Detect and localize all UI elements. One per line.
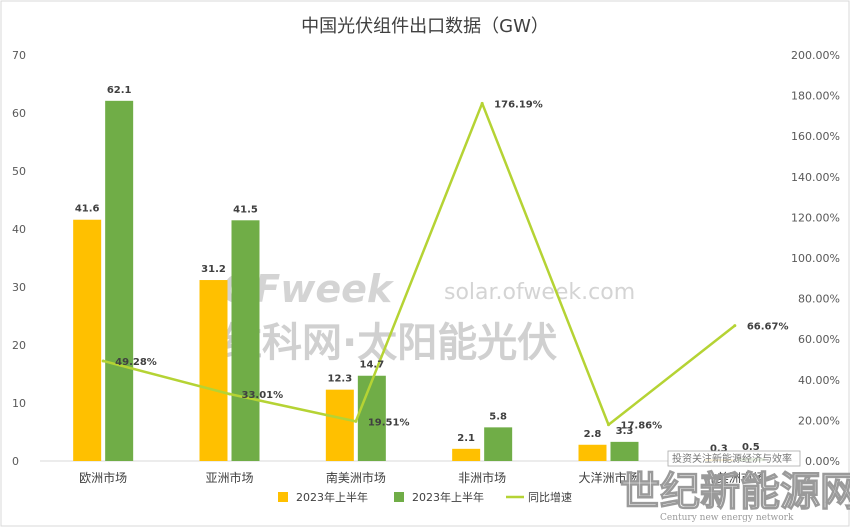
line-point [607,423,610,427]
bar-data-label: 0.3 [710,443,728,454]
y-left-tick-label: 60 [12,107,26,120]
line-point [480,101,484,105]
x-category-label: 非洲市场 [458,470,506,485]
bar-series-1 [452,448,481,461]
y-right-tick-label: 100.00% [791,252,840,265]
line-data-label: 17.86% [621,421,663,432]
line-data-label: 19.51% [368,417,410,428]
line-data-label: 33.01% [242,390,284,401]
bar-series-1 [73,219,102,461]
bar-data-label: 0.5 [742,442,760,453]
line-layer [101,101,737,427]
y-left-tick-label: 70 [12,49,26,62]
corner-note-box [667,450,801,467]
label-layer: 41.6 31.2 12.3 2.1 2.8 0.3 62.1 41.5 14.7 5.8 3.3 0… [75,85,789,454]
y-right-tick-label: 80.00% [798,293,840,306]
corner-note: 投资关注新能源经济与效率 [672,452,792,465]
x-category-label: 亚洲市场 [205,470,253,485]
bar-data-label: 2.8 [584,429,602,440]
legend-label: 同比增速 [528,490,572,504]
bar-data-label: 41.5 [233,204,258,215]
line-series-growth [102,102,736,426]
x-category-label: 欧洲市场 [79,470,127,485]
line-data-label: 49.28% [115,357,157,368]
bar-layer [73,100,765,461]
y-right-tick-label: 40.00% [798,374,840,387]
watermark-url: solar.ofweek.com [444,280,635,305]
y-left-tick-label: 0 [12,455,19,468]
x-category-label: 南美洲市场 [326,470,386,485]
bar-data-label: 62.1 [107,85,132,96]
bar-series-2 [105,100,134,461]
corner-brand-sub: Century new energy network [660,513,794,523]
y-right-tick-label: 200.00% [791,49,840,62]
y-right-tick-label: 180.00% [791,90,840,103]
line-data-label: 66.67% [747,322,789,333]
legend-swatch [278,492,288,502]
y-left-tick-label: 40 [12,223,26,236]
axis-layer: 0 10 20 30 40 50 60 70 0.00% 20.00% 40.00% 60.00% 80… [12,49,840,485]
line-data-label: 176.19% [494,99,543,110]
y-left-tick-label: 10 [12,397,26,410]
y-right-tick-label: 120.00% [791,211,840,224]
bar-data-label: 5.8 [489,411,507,422]
legend-label: 2023年上半年 [412,490,484,504]
bar-series-1 [578,444,607,461]
line-point [101,359,105,363]
bar-series-2 [357,375,386,461]
bar-data-label: 2.1 [457,433,475,444]
y-right-tick-label: 160.00% [791,130,840,143]
watermark-brand: 维科网·太阳能光伏 [222,320,557,366]
y-right-tick-label: 0.00% [805,455,840,468]
bar-data-label: 14.7 [359,360,384,371]
corner-brand: 世纪新能源网 [620,469,850,515]
bar-data-label: 12.3 [327,374,352,385]
x-category-label: 北美洲市场 [705,470,765,485]
bar-series-2 [610,441,639,461]
legend: 2023年上半年 2023年上半年 同比增速 [278,490,572,504]
y-left-tick-label: 50 [12,165,26,178]
x-category-label: 大洋洲市场 [578,470,638,485]
bar-series-1 [199,280,228,461]
legend-swatch [394,492,404,502]
bar-series-1 [325,389,354,461]
y-left-tick-label: 30 [12,281,26,294]
bar-series-2 [231,220,260,461]
y-right-tick-label: 140.00% [791,171,840,184]
legend-label: 2023年上半年 [296,490,368,504]
bar-data-label: 41.6 [75,204,100,215]
line-point [228,392,231,396]
line-point [733,324,737,328]
y-left-tick-label: 20 [12,339,26,352]
bar-data-label: 31.2 [201,264,226,275]
bar-series-2 [484,427,513,461]
line-point [354,419,358,423]
y-right-tick-label: 60.00% [798,333,840,346]
chart-title: 中国光伏组件出口数据（GW） [301,16,549,37]
y-right-tick-label: 20.00% [798,414,840,427]
bar-data-label: 3.3 [616,426,634,437]
corner-watermark: 投资关注新能源经济与效率 世纪新能源网 Century new energy n… [619,450,850,523]
